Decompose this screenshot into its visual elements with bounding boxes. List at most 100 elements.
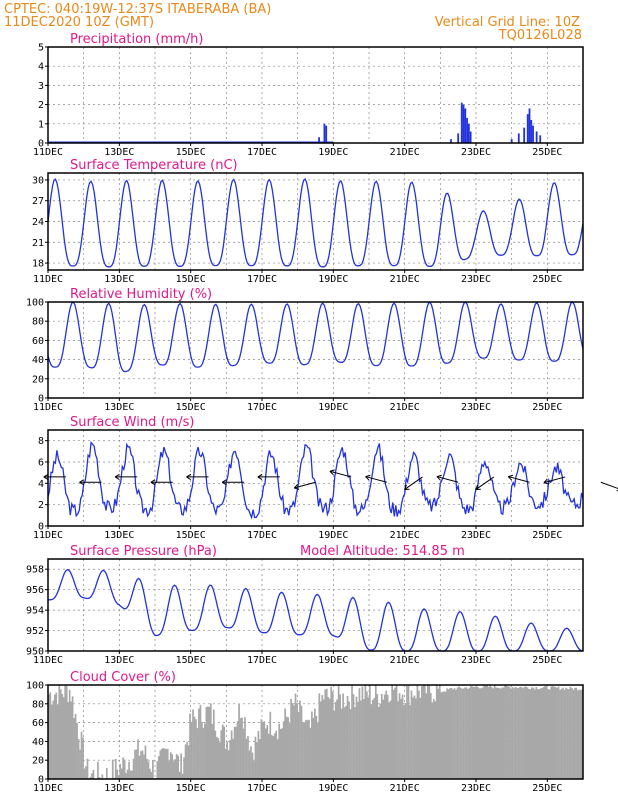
cloud-bar xyxy=(499,688,502,779)
x-tick-label: 23DEC xyxy=(461,274,491,285)
y-tick-label: 20 xyxy=(32,374,44,385)
cloud-bar xyxy=(140,751,142,779)
cloud-bar xyxy=(480,688,483,779)
cloud-bar xyxy=(215,736,218,779)
cloud-bar xyxy=(67,702,70,779)
cloud-bar xyxy=(481,687,484,779)
precip-bar xyxy=(510,139,513,143)
cloud-bar xyxy=(172,761,175,779)
x-tick-label: 17DEC xyxy=(247,274,277,285)
wind-arrow-head xyxy=(293,484,300,490)
cloud-bar xyxy=(273,733,276,779)
cloud-bar xyxy=(282,721,285,779)
precip-bar xyxy=(532,125,534,143)
x-tick-label: 15DEC xyxy=(176,655,206,666)
y-tick-label: 40 xyxy=(32,355,44,366)
cloud-bar xyxy=(569,686,572,779)
cloud-bar xyxy=(426,685,429,779)
cloud-bar xyxy=(429,692,432,779)
cloud-bar xyxy=(62,697,65,779)
x-tick-label: 23DEC xyxy=(461,530,491,541)
cloud-bar xyxy=(290,698,292,779)
cloud-bar xyxy=(82,737,84,779)
cloud-bar xyxy=(547,689,550,779)
cloud-bar xyxy=(532,687,535,779)
cloud-bar xyxy=(244,717,246,779)
panel-title: Cloud Cover (%) xyxy=(70,670,176,685)
cloud-bar xyxy=(187,745,190,779)
cloud-bar xyxy=(260,719,263,779)
y-tick-label: 0 xyxy=(38,139,44,150)
cloud-bar xyxy=(264,728,267,779)
series-line xyxy=(47,440,584,520)
cloud-bar xyxy=(131,770,133,779)
cloud-bar xyxy=(156,761,159,779)
wind-arrow xyxy=(294,481,316,489)
cloud-bar xyxy=(141,750,144,779)
cloud-bar xyxy=(502,687,505,779)
wind-arrow xyxy=(600,481,618,490)
cloud-bar xyxy=(111,759,114,779)
x-tick-label: 17DEC xyxy=(247,402,277,413)
cloud-bar xyxy=(305,719,307,779)
cloud-bar xyxy=(530,687,533,779)
cloud-bar xyxy=(254,736,257,779)
cloud-bar xyxy=(440,692,443,779)
cloud-bar xyxy=(560,688,563,779)
cloud-bar xyxy=(394,687,396,779)
cloud-bar xyxy=(296,702,298,779)
x-tick-label: 15DEC xyxy=(176,147,206,158)
panel-frame xyxy=(47,301,584,399)
cloud-bar xyxy=(572,689,575,779)
cloud-bar xyxy=(363,699,365,779)
cloud-bar xyxy=(178,771,181,779)
cloud-bar xyxy=(229,740,232,779)
cloud-bar xyxy=(421,686,423,779)
cloud-bar xyxy=(461,688,463,779)
cloud-bar xyxy=(253,760,255,779)
cloud-bar xyxy=(132,758,135,779)
cloud-bar xyxy=(134,749,136,779)
cloud-bar xyxy=(510,688,512,779)
cloud-bar xyxy=(116,769,119,779)
cloud-bar xyxy=(325,688,328,779)
wind-arrow-head xyxy=(79,479,85,486)
cloud-bar xyxy=(214,730,217,779)
cloud-bar xyxy=(205,707,208,779)
cloud-bar xyxy=(361,686,364,779)
cloud-bar xyxy=(218,742,221,779)
cloud-bar xyxy=(65,686,68,779)
cloud-bar xyxy=(157,756,160,779)
cloud-bar xyxy=(571,688,573,779)
cloud-bar xyxy=(366,691,368,779)
cloud-bar xyxy=(257,730,260,779)
wind-arrow-head xyxy=(365,474,371,481)
y-tick-label: 958 xyxy=(26,565,44,576)
cloud-bar xyxy=(281,728,284,779)
cloud-bar xyxy=(345,705,347,779)
y-tick-label: 5 xyxy=(38,43,44,54)
cloud-bar xyxy=(294,693,297,779)
cloud-bar xyxy=(83,768,86,779)
precip-bar xyxy=(325,125,328,143)
panel-title: Surface Temperature (nC) xyxy=(70,158,238,173)
wind-arrow xyxy=(436,476,459,483)
cloud-bar xyxy=(248,750,251,779)
cloud-bar xyxy=(245,738,248,779)
cloud-bar xyxy=(52,700,55,779)
cloud-bar xyxy=(241,717,243,779)
cloud-bar xyxy=(568,689,570,779)
y-tick-label: 0 xyxy=(38,775,44,786)
cloud-bar xyxy=(349,709,352,779)
cloud-bar xyxy=(56,704,59,779)
x-tick-label: 11DEC xyxy=(33,783,63,794)
cloud-bar xyxy=(438,685,441,779)
cloud-bar xyxy=(259,739,261,779)
cloud-bar xyxy=(105,767,108,779)
cloud-bar xyxy=(565,687,567,779)
cloud-bar xyxy=(291,703,294,779)
precip-bar xyxy=(523,127,526,143)
cloud-bar xyxy=(287,717,289,779)
x-tick-label: 19DEC xyxy=(318,274,348,285)
cloud-bar xyxy=(86,758,89,779)
